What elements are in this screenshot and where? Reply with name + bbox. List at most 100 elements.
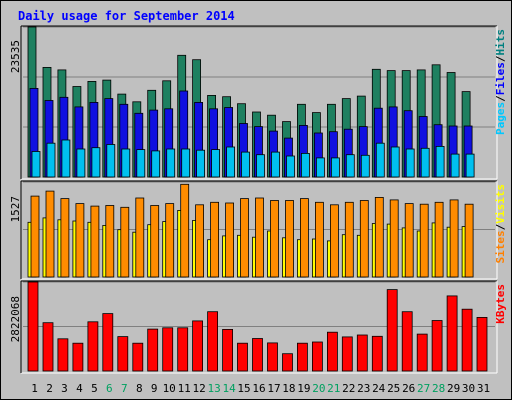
- bar-kbytes-day-28: [431, 320, 443, 372]
- x-tick-label-day-15: 15: [237, 382, 250, 395]
- bar-sites-day-18: [285, 200, 294, 278]
- panel-legend: KBytes: [494, 284, 507, 324]
- bar-pages-day-23: [360, 154, 370, 178]
- x-tick-label-day-20: 20: [312, 382, 325, 395]
- x-tick-label-day-18: 18: [282, 382, 295, 395]
- x-tick-label-day-30: 30: [462, 382, 475, 395]
- y-max-label: 23535: [9, 40, 22, 73]
- bar-pages-day-9: [151, 150, 161, 178]
- panel-legend: Pages/Files/Hits: [494, 29, 507, 135]
- panel-hits-files-pages: 23535 Pages/Files/Hits: [9, 25, 507, 180]
- bar-kbytes-day-1: [27, 281, 39, 372]
- bar-sites-day-9: [150, 205, 160, 278]
- bar-kbytes-day-6: [102, 313, 114, 372]
- bar-kbytes-day-10: [162, 327, 174, 372]
- bar-kbytes-day-27: [416, 333, 428, 372]
- bar-sites-day-10: [165, 203, 175, 278]
- bar-sites-day-24: [374, 196, 384, 278]
- x-tick-label-day-14: 14: [222, 382, 236, 395]
- bar-pages-day-28: [435, 145, 445, 178]
- bar-kbytes-day-11: [177, 327, 189, 372]
- panel-kbytes: 2822068 KBytes: [9, 280, 507, 374]
- x-tick-label-day-10: 10: [163, 382, 176, 395]
- bar-pages-day-26: [405, 148, 415, 178]
- legend-entry: Sites: [494, 230, 507, 263]
- legend-entry: /: [494, 223, 507, 230]
- bar-kbytes-day-2: [42, 322, 54, 372]
- x-tick-label-day-17: 17: [267, 382, 280, 395]
- bar-pages-day-19: [300, 152, 310, 178]
- bar-pages-day-27: [420, 147, 430, 178]
- legend-entry: /: [494, 55, 507, 62]
- legend-entry: Hits: [494, 29, 507, 56]
- bar-sites-day-20: [314, 201, 324, 278]
- bar-pages-day-8: [136, 149, 146, 178]
- bar-sites-day-28: [434, 201, 444, 278]
- bar-sites-day-14: [225, 202, 235, 278]
- y-max-label: 2822068: [9, 296, 22, 342]
- bar-kbytes-day-12: [192, 320, 204, 372]
- bar-kbytes-day-9: [147, 328, 159, 372]
- x-tick-label-day-7: 7: [121, 382, 128, 395]
- bar-sites-day-27: [419, 203, 429, 278]
- x-tick-label-day-3: 3: [61, 382, 68, 395]
- y-max-label: 1527: [9, 196, 22, 223]
- bar-pages-day-10: [166, 148, 176, 178]
- bar-pages-day-24: [375, 142, 385, 178]
- series-kbytes: [27, 281, 488, 372]
- x-tick-label-day-23: 23: [357, 382, 370, 395]
- bar-kbytes-day-3: [57, 338, 69, 372]
- bar-pages-day-22: [345, 154, 355, 178]
- bar-pages-day-2: [46, 142, 56, 178]
- bar-pages-day-5: [91, 147, 101, 178]
- bar-kbytes-day-22: [341, 336, 353, 372]
- x-tick-label-day-31: 31: [477, 382, 490, 395]
- bar-pages-day-20: [315, 157, 325, 178]
- x-tick-label-day-2: 2: [46, 382, 53, 395]
- bar-kbytes-day-31: [476, 316, 488, 372]
- bar-kbytes-day-29: [446, 295, 458, 372]
- bar-sites-day-16: [255, 197, 264, 278]
- x-tick-label-day-6: 6: [106, 382, 113, 395]
- bar-kbytes-day-4: [72, 342, 84, 372]
- x-tick-label-day-11: 11: [178, 382, 191, 395]
- bar-kbytes-day-21: [326, 331, 338, 372]
- x-tick-label-day-26: 26: [402, 382, 415, 395]
- bar-kbytes-day-14: [222, 328, 234, 372]
- x-tick-label-day-16: 16: [252, 382, 265, 395]
- bar-pages-day-6: [106, 144, 116, 178]
- bar-kbytes-day-24: [371, 335, 383, 372]
- bar-sites-day-19: [299, 198, 309, 278]
- bar-pages-day-13: [211, 149, 221, 178]
- bar-sites-day-8: [135, 197, 145, 278]
- legend-entry: /: [494, 95, 507, 102]
- bar-kbytes-day-16: [252, 338, 263, 372]
- bar-sites-day-23: [359, 200, 369, 278]
- bar-pages-day-30: [465, 153, 475, 178]
- series-sites: [30, 183, 474, 278]
- bar-kbytes-day-15: [237, 342, 248, 372]
- bar-kbytes-day-18: [282, 353, 293, 372]
- bar-sites-day-2: [45, 190, 55, 278]
- legend-entry: KBytes: [494, 284, 507, 324]
- x-tick-label-day-25: 25: [387, 382, 400, 395]
- x-tick-label-day-28: 28: [432, 382, 445, 395]
- bar-sites-day-3: [60, 198, 70, 278]
- bar-kbytes-day-20: [311, 341, 323, 372]
- bar-pages-day-14: [226, 146, 236, 178]
- bar-pages-day-1: [31, 151, 41, 178]
- bar-sites-day-26: [404, 203, 414, 278]
- bar-kbytes-day-30: [461, 308, 473, 372]
- x-tick-label-day-19: 19: [297, 382, 310, 395]
- legend-entry: Pages: [494, 102, 507, 135]
- bar-kbytes-day-17: [267, 342, 278, 372]
- x-tick-label-day-9: 9: [151, 382, 158, 395]
- bar-sites-day-7: [120, 206, 130, 278]
- x-tick-label-day-12: 12: [192, 382, 205, 395]
- bar-pages-day-25: [390, 146, 400, 178]
- bar-kbytes-day-13: [207, 311, 219, 372]
- x-tick-label-day-4: 4: [76, 382, 83, 395]
- x-axis: 1 2 3 4 5 6 7 8 9 10 11 12 13 14 15 16 17 18 19 20 21 22 23 24 2…: [31, 382, 490, 395]
- x-tick-label-day-5: 5: [91, 382, 98, 395]
